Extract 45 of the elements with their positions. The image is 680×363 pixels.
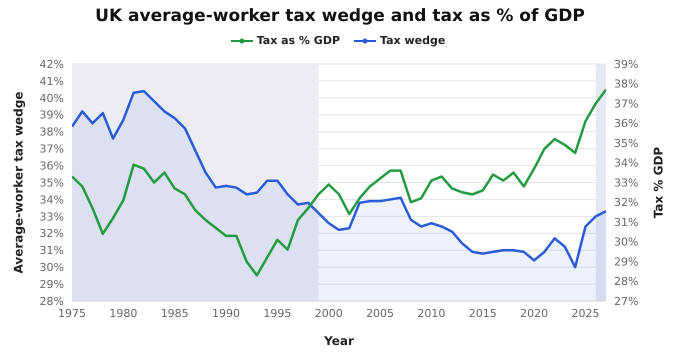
y-tick-label: 38% bbox=[40, 126, 64, 139]
x-tick-label: 1995 bbox=[263, 306, 292, 320]
y-tick-label: 29% bbox=[40, 278, 64, 291]
y-tick-label: 37% bbox=[40, 142, 64, 156]
y-tick-label: 28% bbox=[40, 294, 64, 308]
y2-tick-label: 34% bbox=[614, 156, 638, 170]
y2-tick-label: 37% bbox=[614, 97, 638, 110]
x-tick-label: 2010 bbox=[417, 306, 446, 320]
y2-tick-label: 33% bbox=[614, 176, 638, 190]
x-tick-label: 2020 bbox=[520, 306, 548, 320]
y2-tick-label: 32% bbox=[614, 196, 638, 210]
y-tick-label: 32% bbox=[40, 227, 64, 240]
y2-tick-label: 36% bbox=[614, 117, 638, 130]
x-tick-label: 1990 bbox=[212, 306, 240, 320]
y2-tick-label: 35% bbox=[614, 136, 638, 150]
y2-tick-label: 27% bbox=[614, 294, 638, 308]
y-tick-label: 31% bbox=[40, 244, 64, 258]
x-tick-label: 2025 bbox=[571, 306, 600, 320]
x-axis-title: Year bbox=[323, 334, 354, 348]
x-tick-label: 1975 bbox=[58, 306, 86, 320]
y-tick-label: 35% bbox=[40, 176, 64, 190]
y2-axis-title: Tax % GDP bbox=[651, 146, 666, 218]
y-tick-label: 33% bbox=[40, 210, 64, 224]
x-tick-label: 2000 bbox=[314, 306, 343, 320]
x-tick-label: 1985 bbox=[160, 306, 189, 320]
legend-label: Tax wedge bbox=[379, 34, 446, 47]
x-tick-label: 2015 bbox=[468, 306, 497, 320]
y-tick-label: 42% bbox=[40, 58, 64, 71]
y-tick-label: 30% bbox=[40, 261, 64, 274]
x-tick-label: 1980 bbox=[109, 306, 138, 320]
y2-tick-label: 38% bbox=[614, 78, 638, 91]
y-tick-label: 39% bbox=[40, 108, 64, 122]
y2-tick-label: 28% bbox=[614, 275, 638, 288]
y-tick-label: 40% bbox=[40, 92, 64, 105]
y-tick-label: 34% bbox=[40, 193, 64, 206]
y-tick-label: 41% bbox=[40, 74, 64, 88]
y-tick-label: 36% bbox=[40, 159, 64, 172]
y-axis-title: Average-worker tax wedge bbox=[11, 92, 26, 274]
y2-tick-label: 29% bbox=[614, 255, 638, 268]
y2-tick-label: 31% bbox=[614, 216, 638, 229]
y2-tick-label: 30% bbox=[614, 236, 638, 249]
x-tick-label: 2005 bbox=[366, 306, 394, 320]
chart-title: UK average-worker tax wedge and tax as % of GDP bbox=[94, 6, 586, 28]
y2-tick-label: 39% bbox=[614, 58, 638, 71]
legend-label: Tax as % GDP bbox=[256, 34, 340, 47]
